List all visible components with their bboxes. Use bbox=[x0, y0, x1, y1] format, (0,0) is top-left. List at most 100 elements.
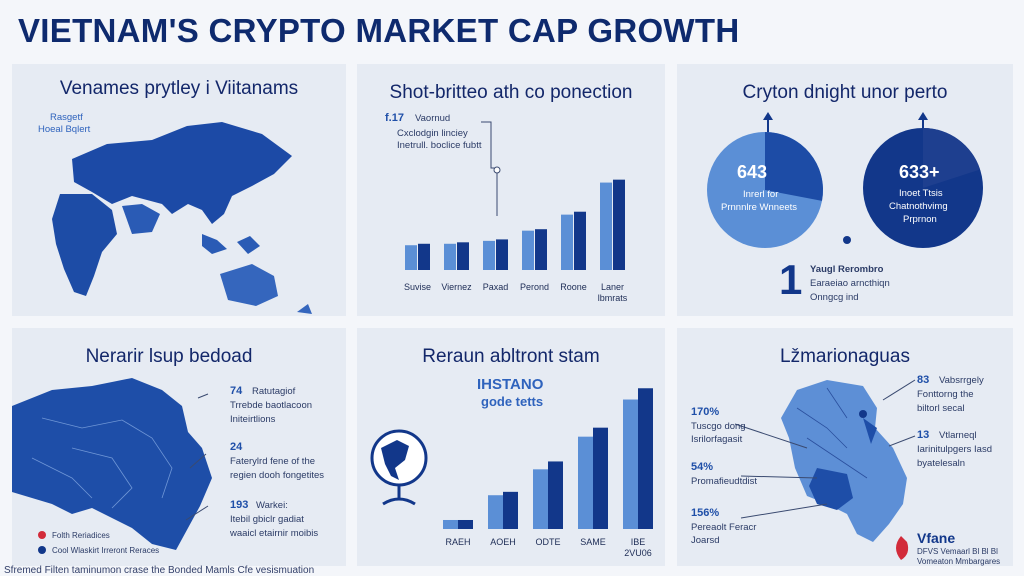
map-legend-2: Hoeal Bqlert bbox=[38, 124, 91, 135]
x-tick-label: RAEH bbox=[445, 537, 470, 547]
panel-title: Venames prytley i Viitanams bbox=[59, 78, 299, 99]
note2-line1: Iarinitulpgers Iasd bbox=[917, 444, 992, 455]
left-note2-line1: Promafieudtdist bbox=[691, 476, 758, 487]
note2-value: 13 bbox=[917, 429, 930, 441]
brand-sub1: DFVS Vemaarl Bl Bl Bl bbox=[917, 547, 998, 556]
pie-right-line2: Chatnothvimg bbox=[889, 201, 948, 212]
vietnam-region-map bbox=[12, 378, 212, 554]
left-note1-line2: Isrilorfagasit bbox=[691, 434, 743, 445]
bar bbox=[638, 388, 653, 529]
pie-right-value: 633+ bbox=[899, 162, 940, 182]
note1-value: 83 bbox=[917, 374, 930, 386]
pie-charts bbox=[707, 112, 983, 248]
note1-label: Ratutagiof bbox=[252, 386, 296, 397]
x-tick-label: IBE 2VU06 bbox=[624, 537, 652, 558]
legend-2: Cool Wlaskirt Irreront Reraces bbox=[52, 546, 160, 555]
panel-title: Shot-britteo ath co ponection bbox=[389, 82, 633, 103]
pie-panel: Cryton dnight unor perto 643 Inrerl for … bbox=[677, 64, 1013, 316]
bar bbox=[483, 240, 495, 270]
note1-label: Vabsrrgely bbox=[939, 375, 984, 386]
note-line1: Yaugl Rerombro bbox=[810, 264, 884, 275]
x-tick-label: ODTE bbox=[535, 537, 560, 547]
legend-1: Folth Reriadices bbox=[52, 531, 110, 540]
panel-title: Lžmarionaguas bbox=[780, 346, 910, 367]
footer-caption: Sfremed Filten taminumon crase the Bonde… bbox=[4, 565, 315, 576]
note1-value: 74 bbox=[230, 385, 243, 397]
chart-subtitle-2: gode tetts bbox=[481, 394, 544, 409]
left-note2-value: 54% bbox=[691, 461, 714, 473]
bar bbox=[548, 461, 563, 529]
big-number: 1 bbox=[779, 256, 803, 303]
note2-value: 24 bbox=[230, 441, 243, 453]
pie-left-value: 643 bbox=[737, 162, 768, 182]
note-line3: Onngcg ind bbox=[810, 292, 859, 303]
pie-right-slice-minor bbox=[923, 128, 981, 188]
pie-right-line1: Inoet Ttsis bbox=[899, 188, 943, 199]
left-note1-value: 170% bbox=[691, 406, 720, 418]
annotation-value: f.17 bbox=[385, 112, 404, 124]
bar bbox=[444, 243, 456, 270]
note3-value: 193 bbox=[230, 499, 249, 511]
left-note3-line2: Joarsd bbox=[691, 535, 720, 546]
note1-line1: Trrebde baotlacoon bbox=[230, 400, 313, 411]
vietnam-map-panel: Lžmarionaguas 83 Vabsrrgely Fonttorng th… bbox=[677, 328, 1013, 566]
x-tick-label: SAME bbox=[580, 537, 606, 547]
note1-line2: biltorl secal bbox=[917, 403, 965, 414]
bar bbox=[578, 436, 593, 529]
bar bbox=[561, 214, 573, 270]
annotation-line1: Cxclodgin linciey bbox=[397, 128, 468, 139]
annotation-line2: Inetrull. boclice fubtt bbox=[397, 140, 482, 151]
bar bbox=[443, 519, 458, 529]
left-note3-line1: Pereaolt Feracr bbox=[691, 522, 757, 533]
x-tick-label: Perond bbox=[520, 282, 549, 292]
note2-label: Vtlarneql bbox=[939, 430, 977, 441]
note3-line2: waaicl etairnir moibis bbox=[230, 528, 319, 539]
bar-chart: Suvise Viernez Paxad Perond Roone Laner lbmrat… bbox=[404, 121, 628, 303]
vietnam-map bbox=[734, 379, 916, 560]
bar bbox=[533, 469, 548, 529]
x-tick-label: Paxad bbox=[483, 282, 509, 292]
pie-left-line1: Inrerl for bbox=[743, 189, 779, 200]
x-tick-label: Suvise bbox=[404, 282, 431, 292]
bar bbox=[623, 399, 638, 529]
world-map bbox=[52, 122, 312, 314]
note1-line2: Initeirtlions bbox=[230, 414, 276, 425]
note2-line1: Faterylrd fene of the bbox=[230, 456, 316, 467]
bar bbox=[405, 245, 417, 270]
note2-line2: regien dooh fongetites bbox=[230, 470, 325, 481]
bar bbox=[457, 242, 469, 270]
x-tick-label: Roone bbox=[560, 282, 587, 292]
note1-line1: Fonttorng the bbox=[917, 389, 974, 400]
x-tick-label: Laner lbmrats bbox=[598, 282, 628, 303]
panel-title: Nerarir lsup bedoad bbox=[85, 346, 253, 367]
annotation-label: Vaornud bbox=[415, 113, 451, 124]
bar bbox=[600, 182, 612, 270]
panel-title: Reraun abltront stam bbox=[422, 346, 600, 367]
bar bbox=[496, 239, 508, 270]
pie-right-line3: Prprnon bbox=[903, 214, 937, 225]
note2-line2: byatelesaln bbox=[917, 458, 966, 469]
x-tick-label: Viernez bbox=[441, 282, 472, 292]
page-title: VIETNAM'S CRYPTO MARKET CAP GROWTH bbox=[18, 12, 740, 49]
left-note1-line1: Tuscgo dong bbox=[691, 421, 746, 432]
bar bbox=[458, 519, 473, 529]
bar bbox=[522, 230, 534, 270]
bar bbox=[488, 495, 503, 529]
growth-bar-panel: Shot-britteo ath co ponection f.17 Vaorn… bbox=[357, 64, 665, 316]
bar bbox=[574, 211, 586, 270]
map-legend-1: Rasgetf bbox=[50, 112, 83, 123]
second-bar-panel: Reraun abltront stam IHSTANO gode tetts … bbox=[357, 328, 665, 566]
note3-label: Warkei: bbox=[256, 500, 288, 511]
pie-left-line2: Prnnnlre Wnneets bbox=[721, 202, 798, 213]
chart-subtitle-1: IHSTANO bbox=[477, 376, 544, 393]
regional-map-panel: Nerarir lsup bedoad 74 Ratutagiof Trrebd… bbox=[12, 328, 346, 566]
panel-title: Cryton dnight unor perto bbox=[742, 82, 948, 103]
bar bbox=[418, 243, 430, 270]
bar bbox=[503, 491, 518, 529]
pie-left-slice-minor bbox=[765, 132, 823, 201]
brand-sub2: Vomeaton Mmbargares bbox=[917, 557, 1001, 566]
bar bbox=[613, 179, 625, 270]
bar bbox=[593, 427, 608, 529]
bar bbox=[535, 229, 547, 270]
bar-chart-2: RAEH AOEH ODTE SAME IBE 2VU06 bbox=[370, 388, 653, 558]
